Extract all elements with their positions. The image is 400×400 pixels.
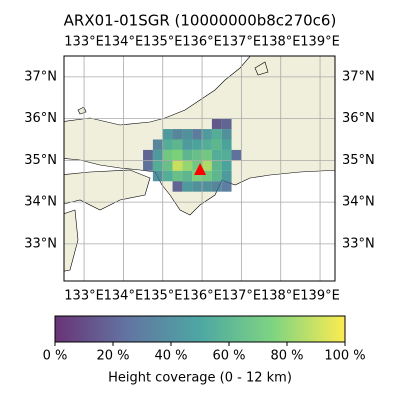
heat-cell bbox=[152, 149, 163, 161]
heat-cell bbox=[221, 181, 232, 192]
heat-cell bbox=[152, 160, 163, 171]
heat-cell bbox=[221, 139, 232, 150]
y-tick-label: 36°N bbox=[24, 111, 57, 126]
heat-cell bbox=[192, 149, 203, 161]
chart-title: ARX01-01SGR (10000000b8c270c6) bbox=[64, 12, 337, 30]
heat-cell bbox=[172, 139, 183, 150]
heat-cell bbox=[182, 129, 193, 140]
x-tick-label: 138°E bbox=[261, 35, 301, 50]
heat-cell bbox=[172, 149, 183, 161]
colorbar-tick-label: 20 % bbox=[96, 349, 129, 364]
heat-cell bbox=[182, 149, 193, 161]
heat-cell bbox=[202, 149, 212, 161]
site-marker bbox=[194, 162, 207, 175]
heat-cell bbox=[172, 181, 183, 192]
heat-cell bbox=[143, 149, 153, 161]
heat-cell bbox=[202, 129, 212, 140]
x-tick-label: 137°E bbox=[222, 35, 262, 50]
y-tick-label: 35°N bbox=[24, 153, 57, 168]
heat-cell bbox=[221, 118, 232, 130]
heat-cell bbox=[192, 129, 203, 140]
x-tick-label: 137°E bbox=[222, 289, 262, 304]
map-frame bbox=[63, 55, 336, 282]
y-tick-label: 34°N bbox=[342, 195, 375, 210]
y-tick-label: 37°N bbox=[342, 69, 375, 84]
x-tick-label: 133°E bbox=[64, 35, 104, 50]
heat-cell bbox=[143, 160, 153, 171]
heat-cell bbox=[192, 139, 203, 150]
x-tick-label: 134°E bbox=[104, 289, 144, 304]
y-tick-label: 33°N bbox=[24, 236, 57, 251]
x-tick-label: 134°E bbox=[104, 35, 144, 50]
heat-cell bbox=[162, 170, 173, 182]
x-tick-label: 135°E bbox=[143, 289, 183, 304]
heat-cell bbox=[221, 170, 232, 182]
x-tick-label: 135°E bbox=[143, 35, 183, 50]
x-tick-label: 136°E bbox=[182, 35, 222, 50]
heat-cell bbox=[182, 181, 193, 192]
heat-cell bbox=[192, 181, 203, 192]
heat-cell bbox=[162, 139, 173, 150]
x-tick-label: 139°E bbox=[300, 35, 340, 50]
colorbar-tick-label: 0 % bbox=[43, 349, 68, 364]
colorbar-tick-label: 60 % bbox=[212, 349, 245, 364]
heat-cell bbox=[172, 129, 183, 140]
x-tick-label: 133°E bbox=[64, 289, 104, 304]
colorbar-tick-label: 80 % bbox=[270, 349, 303, 364]
heat-cell bbox=[182, 139, 193, 150]
heat-cell bbox=[221, 129, 232, 140]
heat-cell bbox=[182, 160, 193, 171]
colorbar-tick-label: 40 % bbox=[154, 349, 187, 364]
heat-cell bbox=[152, 139, 163, 150]
heat-cell bbox=[211, 139, 222, 150]
heat-cell bbox=[211, 118, 222, 130]
heat-cell bbox=[192, 160, 203, 171]
heat-cell bbox=[211, 149, 222, 161]
map-overlay bbox=[64, 56, 335, 281]
heat-cell bbox=[211, 181, 222, 192]
heat-cell bbox=[162, 149, 173, 161]
heat-cell bbox=[202, 170, 212, 182]
heat-cell bbox=[172, 170, 183, 182]
heat-cell bbox=[211, 170, 222, 182]
heat-cell bbox=[172, 160, 183, 171]
heat-cell bbox=[182, 170, 193, 182]
heat-cell bbox=[202, 160, 212, 171]
heat-cell bbox=[202, 139, 212, 150]
colorbar-label: Height coverage (0 - 12 km) bbox=[108, 371, 292, 386]
y-tick-label: 33°N bbox=[342, 236, 375, 251]
colorbar bbox=[54, 315, 346, 343]
heat-cell bbox=[192, 170, 203, 182]
heat-cell bbox=[221, 160, 232, 171]
x-tick-label: 136°E bbox=[182, 289, 222, 304]
y-tick-label: 34°N bbox=[24, 195, 57, 210]
y-tick-label: 35°N bbox=[342, 153, 375, 168]
y-tick-label: 36°N bbox=[342, 111, 375, 126]
heat-cell bbox=[162, 160, 173, 171]
heat-cell bbox=[211, 160, 222, 171]
colorbar-tick-label: 100 % bbox=[324, 349, 365, 364]
heat-cell bbox=[221, 149, 232, 161]
heat-cell bbox=[152, 170, 163, 182]
y-tick-label: 37°N bbox=[24, 69, 57, 84]
heat-cell bbox=[231, 149, 242, 161]
x-tick-label: 139°E bbox=[300, 289, 340, 304]
x-tick-label: 138°E bbox=[261, 289, 301, 304]
heat-cell bbox=[162, 129, 173, 140]
heat-cell bbox=[211, 129, 222, 140]
heat-cell bbox=[202, 181, 212, 192]
